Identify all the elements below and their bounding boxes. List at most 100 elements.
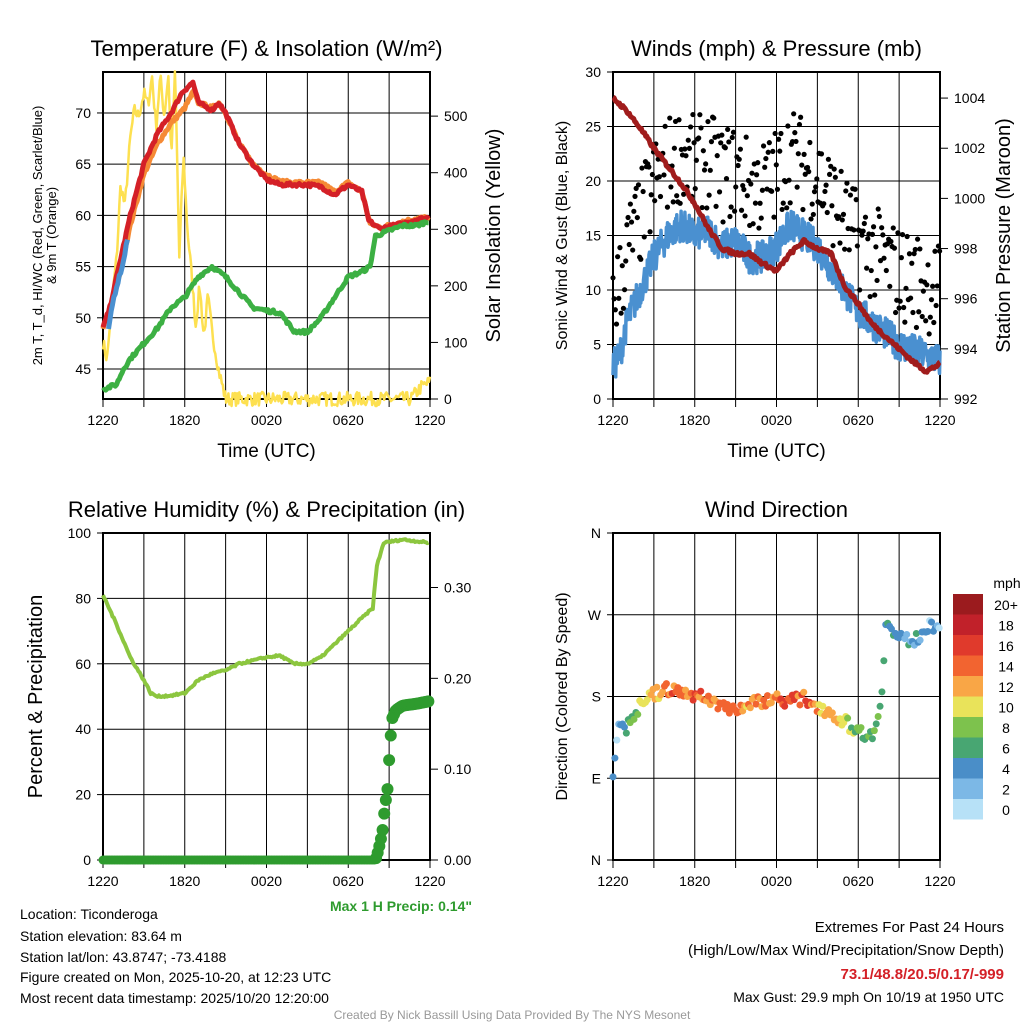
direction-point — [622, 729, 630, 737]
y-tick-label: 55 — [75, 259, 91, 275]
gust-point — [796, 121, 803, 128]
y-tick-label: 45 — [75, 361, 91, 377]
direction-point — [620, 723, 628, 731]
direction-point — [876, 702, 884, 710]
gust-point — [869, 231, 876, 237]
gust-point — [752, 200, 759, 206]
gust-point — [837, 240, 843, 246]
x-tick-label: 1820 — [679, 873, 710, 889]
y2-tick-label: 998 — [954, 241, 978, 257]
direction-point — [746, 704, 754, 712]
gust-point — [892, 309, 899, 316]
gust-point — [670, 199, 676, 205]
gust-point — [703, 161, 709, 167]
legend-label: 12 — [998, 679, 1014, 695]
y2-tick-label: 0.00 — [444, 852, 471, 868]
direction-point — [609, 773, 617, 781]
direction-point — [857, 724, 865, 732]
gust-point — [873, 244, 879, 250]
precip-point — [376, 824, 389, 837]
x-tick-label: 0020 — [761, 412, 792, 428]
x-tick-label: 1820 — [169, 873, 200, 889]
direction-point — [924, 627, 932, 635]
x-tick-label: 1220 — [414, 412, 445, 428]
gust-point — [824, 209, 830, 216]
gust-point — [623, 258, 629, 264]
gust-point — [648, 192, 654, 198]
gust-point — [786, 177, 792, 183]
direction-point — [912, 629, 920, 637]
gust-point — [707, 167, 713, 173]
legend-swatch — [953, 778, 983, 799]
gust-point — [682, 146, 688, 152]
gust-point — [851, 227, 857, 233]
gust-point — [784, 205, 790, 211]
y2-tick-label: 1002 — [954, 140, 985, 156]
y2-axis-label: Station Pressure (Maroon) — [993, 118, 1015, 353]
gust-point — [911, 251, 917, 257]
gust-point — [627, 201, 633, 207]
gust-point — [706, 192, 712, 198]
gust-point — [668, 184, 674, 190]
gust-point — [692, 186, 698, 192]
gust-point — [677, 200, 683, 206]
gust-point — [793, 138, 799, 145]
gust-point — [732, 208, 738, 214]
gust-point — [828, 163, 834, 169]
direction-point — [872, 720, 880, 728]
gust-point — [936, 248, 943, 254]
gust-point — [865, 236, 871, 242]
gust-point — [843, 188, 849, 194]
gust-point — [632, 193, 638, 199]
gust-point — [748, 181, 754, 187]
gust-point — [909, 260, 915, 266]
precip-point — [378, 807, 391, 820]
gust-point — [825, 156, 832, 162]
x-axis-label: Time (UTC) — [217, 441, 316, 462]
y-axis-label: Percent & Precipitation — [25, 595, 47, 798]
precip-point — [384, 729, 397, 742]
gust-point — [888, 238, 894, 245]
latlon-text: Station lat/lon: 43.8747; -73.4188 — [20, 949, 227, 965]
gust-point — [842, 246, 848, 252]
legend-swatch — [953, 737, 983, 758]
gust-point — [698, 125, 704, 131]
x-tick-label: 1820 — [169, 412, 200, 428]
direction-point — [868, 735, 876, 743]
direction-point — [828, 709, 836, 717]
chart-title: Relative Humidity (%) & Precipitation (i… — [68, 497, 465, 522]
gust-point — [743, 134, 749, 140]
gust-point — [925, 262, 931, 268]
gust-point — [920, 288, 926, 294]
y-tick-label: 20 — [75, 787, 91, 803]
gust-point — [902, 319, 908, 325]
legend-label: 2 — [1002, 782, 1010, 798]
gust-point — [763, 155, 769, 162]
gust-point — [691, 140, 697, 146]
gust-point — [870, 224, 877, 230]
legend-label: 8 — [1002, 720, 1010, 736]
gust-point — [872, 292, 878, 298]
gust-point — [738, 207, 745, 213]
gust-point — [794, 184, 800, 190]
gust-point — [770, 148, 776, 154]
precip-point — [383, 754, 396, 767]
gust-point — [864, 265, 870, 271]
gust-point — [826, 171, 833, 177]
y2-tick-label: 100 — [444, 334, 468, 350]
gust-point — [927, 314, 933, 320]
gust-point — [779, 206, 785, 213]
legend-swatch — [953, 696, 983, 717]
y-axis-label: 2m T, T_d, HI/WC (Red, Green, Scarlet/Bl… — [30, 106, 45, 366]
chart-title: Winds (mph) & Pressure (mb) — [631, 36, 922, 61]
gust-point — [757, 200, 763, 206]
gust-point — [771, 214, 777, 220]
gust-point — [778, 130, 784, 137]
plot-frame — [612, 532, 941, 861]
y2-tick-label: 200 — [444, 278, 468, 294]
y-tick-label: 50 — [75, 310, 91, 326]
x-tick-label: 0020 — [251, 873, 282, 889]
gust-point — [791, 111, 797, 117]
gust-point — [626, 241, 632, 248]
